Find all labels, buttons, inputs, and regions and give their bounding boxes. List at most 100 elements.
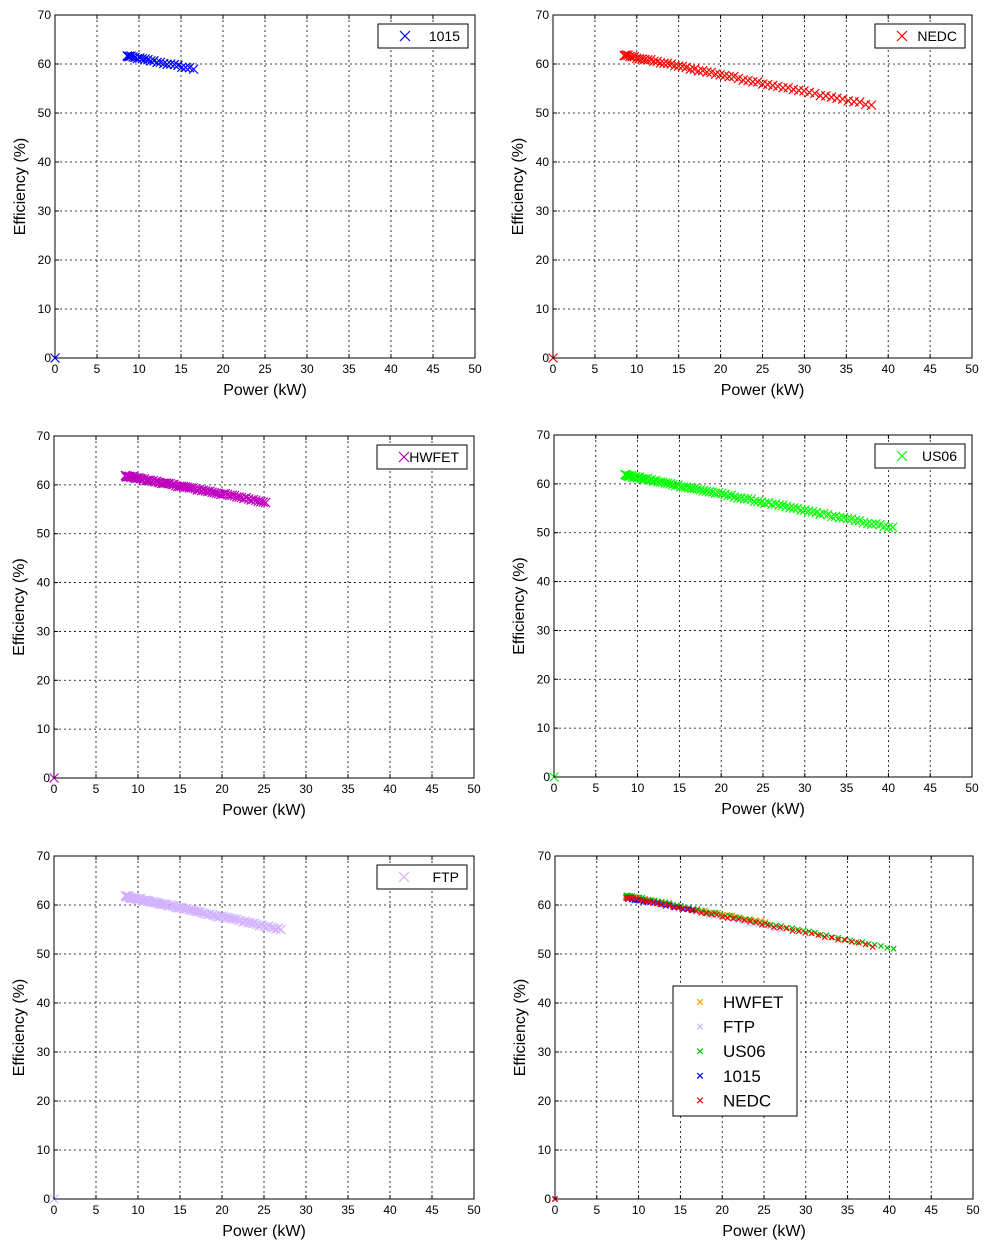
legend-marker [896, 450, 908, 462]
x-tick-label: 25 [756, 781, 770, 795]
data-point [807, 506, 818, 517]
legend-label: NEDC [723, 1091, 771, 1110]
legend-marker [696, 1072, 704, 1080]
y-tick-label: 20 [538, 1094, 552, 1108]
x-tick-label: 45 [426, 362, 440, 376]
data-point [752, 76, 763, 87]
legend-label: NEDC [917, 28, 957, 44]
x-tick-label: 5 [93, 1203, 100, 1217]
x-tick-label: 45 [425, 1203, 439, 1217]
legend: HWFET [376, 444, 468, 470]
chart-panel-2: 0 5 10 15 20 25 30 35 40 45 50 0 10 20 30 40 50 60 70 Power… [510, 8, 979, 399]
data-point [692, 484, 703, 495]
y-tick-label: 40 [536, 155, 550, 169]
data-point [688, 907, 695, 914]
legend-marker [398, 451, 410, 463]
data-point [890, 945, 897, 952]
data-point [135, 473, 146, 484]
x-tick-label: 30 [299, 782, 313, 796]
chart-panel-1: 0 5 10 15 20 25 30 35 40 45 50010203040506070Power… [12, 8, 482, 399]
legend-box [874, 443, 966, 469]
x-tick-label: 45 [924, 781, 938, 795]
data-point [642, 55, 653, 65]
data-point [713, 911, 720, 918]
data-point [665, 901, 672, 908]
legend-marker [696, 1097, 704, 1104]
x-tick-label: 15 [673, 781, 687, 795]
x-tick-label: 5 [93, 782, 100, 796]
data-point [673, 61, 684, 72]
y-tick-label: 40 [538, 996, 552, 1010]
data-point [724, 71, 735, 82]
data-point [799, 86, 809, 96]
data-point [218, 911, 229, 922]
data-point [735, 916, 742, 923]
legend-label: US06 [922, 448, 957, 464]
data-point [848, 938, 855, 945]
y-axis-title: Efficiency (%) [511, 557, 528, 655]
data-point [187, 905, 198, 916]
plot-frame [552, 14, 973, 359]
data-point [858, 517, 869, 528]
data-point [770, 924, 777, 931]
data-point [662, 58, 673, 69]
x-tick-label: 50 [467, 1203, 481, 1217]
data-point [638, 474, 649, 484]
legend-label: 1015 [429, 28, 460, 44]
x-tick-label: 20 [714, 362, 728, 376]
y-axis-title: Efficiency (%) [510, 138, 527, 236]
data-point [188, 64, 199, 75]
data-point [747, 76, 758, 87]
data-point [645, 54, 656, 65]
data-point [842, 513, 853, 524]
data-point [652, 56, 663, 67]
data-point [723, 490, 733, 501]
data-point [862, 941, 869, 948]
legend-label: US06 [723, 1042, 766, 1061]
data-point [689, 483, 700, 494]
y-axis-title: Efficiency (%) [12, 138, 29, 236]
legend-box [874, 23, 966, 49]
data-point [837, 94, 848, 104]
legend-box [376, 864, 468, 890]
x-axis-title: Power (kW) [721, 801, 805, 818]
x-tick-label: 40 [882, 781, 896, 795]
y-tick-label: 50 [537, 526, 551, 540]
data-point [802, 929, 809, 936]
data-point [142, 54, 153, 65]
data-point [799, 505, 810, 515]
y-tick-label: 40 [37, 996, 51, 1010]
x-tick-label: 15 [173, 1203, 187, 1217]
y-tick-label: 40 [38, 155, 52, 169]
data-point [169, 59, 180, 70]
data-point [764, 921, 771, 928]
data-points [549, 469, 898, 782]
data-point [185, 905, 196, 916]
x-axis-title: Power (kW) [222, 802, 306, 819]
data-point [258, 497, 269, 508]
data-point [809, 88, 820, 99]
y-tick-label: 70 [37, 429, 51, 443]
data-point [194, 484, 205, 495]
y-tick-label: 70 [37, 849, 51, 863]
x-tick-label: 10 [131, 1203, 145, 1217]
data-point [724, 914, 731, 921]
x-axis-title: Power (kW) [222, 1223, 306, 1240]
x-tick-label: 10 [131, 782, 145, 796]
data-point [877, 942, 884, 950]
data-point [275, 924, 286, 935]
data-point [693, 65, 704, 76]
x-tick-label: 35 [841, 1203, 855, 1217]
data-point [666, 902, 673, 909]
data-point [708, 911, 715, 918]
data-point [884, 944, 891, 951]
x-tick-label: 5 [593, 1203, 600, 1217]
y-tick-label: 50 [538, 947, 552, 961]
legend-marker [696, 1047, 704, 1055]
x-tick-label: 40 [384, 362, 398, 376]
x-tick-label: 25 [756, 362, 770, 376]
data-point [162, 59, 173, 70]
data-point [674, 904, 681, 911]
data-point [821, 934, 828, 941]
data-point [828, 934, 835, 941]
